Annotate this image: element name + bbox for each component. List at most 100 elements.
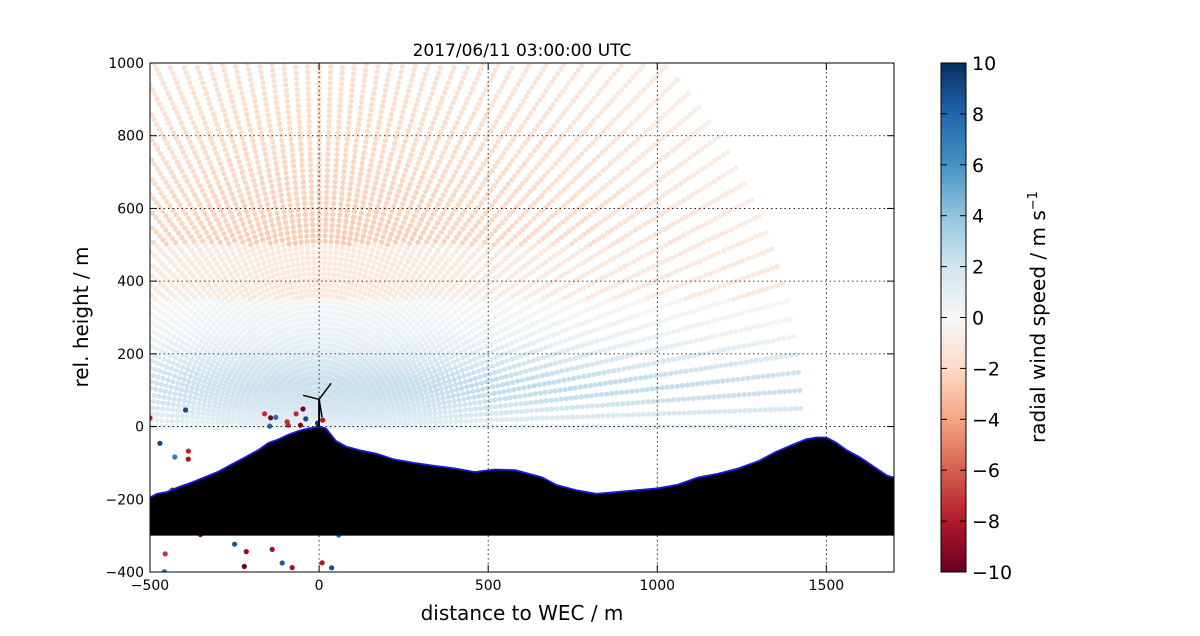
scan-point [610,210,617,216]
scan-point [678,297,684,303]
scan-point [276,221,282,227]
scan-point [540,336,546,342]
scan-point [271,150,277,156]
scan-point [516,386,522,392]
scan-point [566,256,572,262]
scan-point [452,292,458,298]
scan-point [210,225,216,231]
scan-point [229,232,235,238]
scan-point [529,321,535,328]
scan-point [289,257,295,263]
scan-point [658,372,664,378]
scan-point [297,234,304,240]
scan-point [415,184,421,190]
scan-point [329,222,335,228]
scan-point [225,266,231,272]
scan-point [411,194,417,200]
scan-point [310,244,316,250]
scan-point [408,78,414,84]
scan-point [366,207,372,213]
scan-point [489,168,495,174]
scan-point [207,220,213,227]
scan-point [374,175,380,181]
scan-point [415,161,421,167]
scan-point [361,228,368,234]
scan-point [699,166,705,172]
scan-point [683,214,690,220]
scan-point [422,277,428,284]
scan-point [151,117,157,123]
scan-point [490,363,496,369]
scan-point [298,239,304,245]
scan-point [671,410,677,416]
scan-point [483,273,489,279]
scan-point [236,211,242,217]
scan-point [706,409,713,415]
scan-point [510,137,516,143]
scan-point [260,141,266,147]
scan-point [686,175,692,181]
scan-point [436,105,442,111]
scan-point [742,408,748,414]
scan-point [648,79,654,85]
scan-point [798,405,804,412]
scan-point [420,116,426,122]
scan-point [748,358,754,364]
scan-point [605,424,611,430]
scan-point [469,85,476,91]
scan-point [192,125,198,131]
scan-point [534,319,540,325]
scan-point [258,284,264,290]
scan-point [621,304,627,310]
scan-point [383,200,390,207]
scan-point [425,183,431,189]
scan-point [493,213,499,219]
scan-point [404,333,410,339]
scan-point [452,301,458,307]
scan-point [441,400,447,406]
scan-point [513,188,519,195]
scan-point [640,399,646,405]
scan-point [284,93,290,99]
scan-point [307,140,313,146]
scan-point [391,313,397,319]
scan-point [635,299,642,305]
scan-point [411,302,417,308]
scan-point [616,343,622,349]
scan-point [564,244,570,250]
scan-point [279,198,285,204]
scan-point [648,373,654,380]
scan-point [189,187,195,193]
scan-point [672,125,678,131]
scan-point [542,172,548,179]
scan-point [404,311,410,317]
scan-point [621,342,627,348]
scan-point [465,95,471,101]
scan-point [418,302,424,308]
scan-point [527,293,533,299]
scan-point [736,259,742,265]
scan-point [557,308,563,314]
scan-point [407,253,413,260]
scan-point [432,169,438,175]
scan-point [263,101,269,107]
scan-point [240,221,246,227]
scan-point [594,290,600,297]
scan-point [573,323,580,329]
scan-point [469,350,475,356]
scan-point [674,219,681,225]
scan-point [603,260,609,266]
scan-point [629,352,635,358]
scan-point [293,64,299,71]
scan-point [192,173,198,179]
scan-point [744,309,750,315]
scan-point [200,80,206,86]
scan-point [707,271,713,277]
scan-point [224,118,230,124]
scan-point [580,414,586,420]
scan-point [393,301,399,308]
scan-point [739,310,746,316]
scan-point [466,231,472,237]
scan-point [540,66,546,72]
scan-point [456,289,462,295]
